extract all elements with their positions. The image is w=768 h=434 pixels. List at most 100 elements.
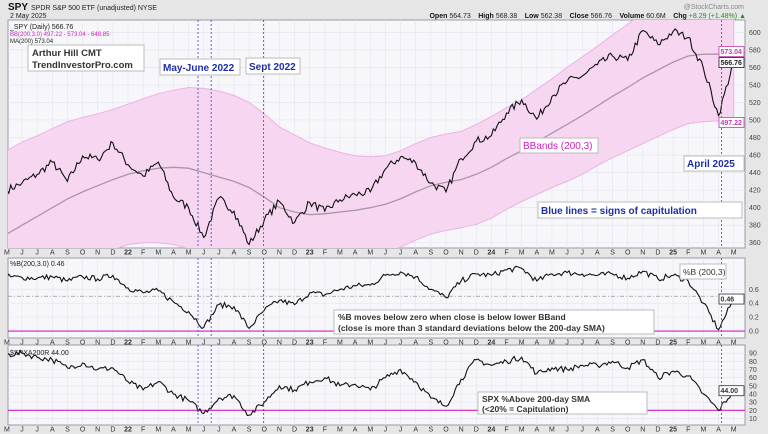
x-tick-label: J <box>581 339 585 346</box>
x-tick-label: M <box>337 339 343 346</box>
x-tick-label: A <box>534 426 539 433</box>
x-tick-label: S <box>247 249 252 256</box>
x-tick-label: M <box>367 426 373 433</box>
x-tick-label: M <box>731 249 737 256</box>
x-tick-label: S <box>610 339 615 346</box>
stockcharts-watermark: @StockCharts.com <box>684 4 745 11</box>
april-label: April 2025 <box>687 159 735 170</box>
breadth-value-label: 44.00 <box>721 388 739 395</box>
x-tick-label: A <box>353 426 358 433</box>
x-tick-label: J <box>20 426 24 433</box>
x-tick-label: D <box>110 426 115 433</box>
x-tick-label: A <box>595 249 600 256</box>
may-june-label: May-June 2022 <box>163 63 235 74</box>
x-tick-label: J <box>217 249 221 256</box>
y-tick-label: 500 <box>749 117 761 124</box>
x-tick-label: O <box>443 426 449 433</box>
pctb-line <box>8 265 735 331</box>
x-tick-label: M <box>519 339 525 346</box>
y-tick-label: 420 <box>749 188 761 195</box>
author-site: TrendInvestorPro.com <box>32 60 133 71</box>
x-tick-label: S <box>247 426 252 433</box>
y-tick-label: 10 <box>749 416 757 423</box>
x-tick-label: A <box>716 426 721 433</box>
annotation-pctb: %B moves below zero when close is below … <box>333 309 655 335</box>
x-tick-label: F <box>686 339 690 346</box>
x-tick-label: O <box>262 426 268 433</box>
x-tick-label: N <box>459 339 464 346</box>
x-tick-label: M <box>367 249 373 256</box>
x-tick-label: 22 <box>124 339 132 346</box>
x-tick-label: S <box>247 339 252 346</box>
x-tick-label: M <box>155 249 161 256</box>
x-tick-label: M <box>731 339 737 346</box>
y-tick-label: 360 <box>749 240 761 247</box>
x-tick-label: N <box>640 249 645 256</box>
x-tick-label: A <box>171 249 176 256</box>
y-tick-label: 0.6 <box>749 287 759 294</box>
x-tick-label: 23 <box>306 426 314 433</box>
x-tick-label: A <box>50 249 55 256</box>
x-tick-label: M <box>186 426 192 433</box>
pctb-panel-title: %B(200,3.0) 0.46 <box>10 261 65 268</box>
x-tick-label: D <box>110 339 115 346</box>
x-tick-label: J <box>217 339 221 346</box>
x-tick-label: N <box>277 249 282 256</box>
x-tick-label: A <box>534 339 539 346</box>
lower-band-value-label: 497.22 <box>721 120 743 127</box>
x-tick-label: F <box>686 249 690 256</box>
spy-price-line <box>8 28 735 246</box>
x-tick-label: F <box>323 339 327 346</box>
close-value-label-box <box>718 57 745 68</box>
x-tick-label: M <box>186 339 192 346</box>
legend-ma: MA(200) 573.04 <box>10 39 54 45</box>
x-tick-label: O <box>80 426 86 433</box>
x-tick-label: F <box>686 426 690 433</box>
x-tick-label: F <box>504 249 508 256</box>
breadth-line <box>8 349 734 416</box>
x-tick-label: N <box>95 249 100 256</box>
breadth-note-line2: (<20% = Capitulation) <box>482 404 569 414</box>
x-tick-label: J <box>202 339 206 346</box>
x-tick-label: O <box>80 339 86 346</box>
y-tick-label: 600 <box>749 30 761 37</box>
x-tick-label: M <box>519 426 525 433</box>
x-tick-label: J <box>384 249 388 256</box>
y-tick-label: 60 <box>749 375 757 382</box>
x-tick-label: A <box>413 426 418 433</box>
x-tick-label: J <box>20 339 24 346</box>
symbol-description: SPDR S&P 500 ETF (unadjusted) NYSE <box>31 5 157 12</box>
y-tick-label: 520 <box>749 100 761 107</box>
y-tick-label: 20 <box>749 408 757 415</box>
x-tick-label: F <box>141 339 145 346</box>
x-tick-label: N <box>459 426 464 433</box>
x-tick-label: D <box>655 426 660 433</box>
x-tick-label: O <box>625 339 631 346</box>
x-tick-label: A <box>171 339 176 346</box>
x-tick-label: M <box>337 249 343 256</box>
x-tick-label: O <box>80 249 86 256</box>
author-name: Arthur Hill CMT <box>32 48 102 59</box>
quote-summary: Open 564.73 High 568.38 Low 562.38 Close 566… <box>429 5 746 22</box>
x-tick-label: A <box>534 249 539 256</box>
y-tick-label: 560 <box>749 65 761 72</box>
x-tick-label: M <box>155 426 161 433</box>
ma-value-label: 573.04 <box>721 49 743 56</box>
y-tick-label: 0.0 <box>749 329 759 336</box>
x-tick-label: A <box>50 339 55 346</box>
ma-200-line <box>8 53 734 235</box>
annotation-may-june-2022: May-June 2022 <box>159 58 241 76</box>
x-tick-label: D <box>474 249 479 256</box>
annotation-author: Arthur Hill CMT TrendInvestorPro.com <box>27 44 145 72</box>
x-tick-label: A <box>232 249 237 256</box>
pctb-value-label: 0.46 <box>721 297 735 304</box>
x-tick-label: D <box>655 339 660 346</box>
x-tick-label: S <box>610 249 615 256</box>
x-tick-label: M <box>155 339 161 346</box>
x-tick-label: D <box>292 339 297 346</box>
x-tick-label: M <box>700 426 706 433</box>
sept-label: Sept 2022 <box>249 62 296 73</box>
x-tick-label: S <box>65 339 70 346</box>
price-legend: _SPY (Daily) 566.76 BB(200,3.0) 497.22 -… <box>9 24 110 45</box>
x-tick-label: D <box>474 339 479 346</box>
